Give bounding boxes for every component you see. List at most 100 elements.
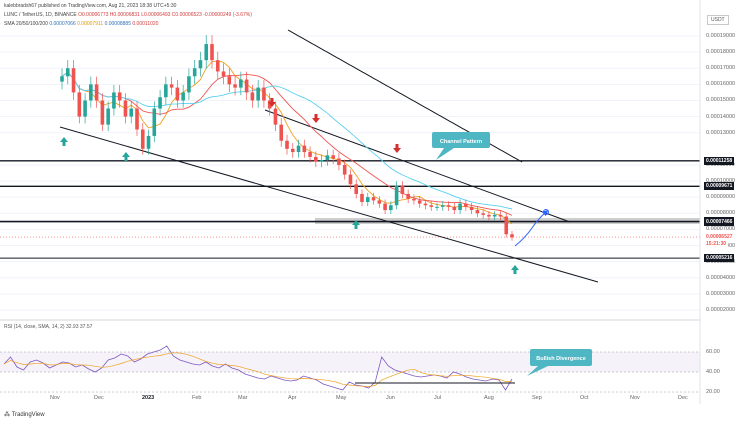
candle-body — [89, 84, 93, 101]
candle-body — [112, 92, 116, 109]
candle-body — [100, 100, 105, 125]
rsi-tick-label: 60.00 — [706, 349, 720, 355]
projection-target-icon — [543, 209, 549, 215]
candle-body — [175, 87, 180, 101]
sma50-value: 0.00007911 — [77, 21, 104, 27]
candle-body — [423, 203, 428, 206]
candle-body — [481, 213, 485, 215]
divergence-callout-text: Bullish Divergence — [536, 356, 586, 362]
candle-body — [233, 84, 237, 88]
candle-body — [244, 79, 249, 93]
candle-body — [273, 108, 278, 125]
candle-body — [348, 174, 353, 185]
candle-body — [158, 97, 162, 109]
candle-body — [83, 100, 87, 117]
candle-body — [65, 68, 70, 77]
candle-body — [290, 148, 295, 153]
price-tag: 0.00006527 — [704, 233, 735, 242]
ohlc-values: O0.00006773 H0.00006831 L0.00006493 C0.0… — [78, 12, 252, 18]
candle-body — [169, 84, 174, 88]
red-down-arrow-icon — [268, 98, 276, 107]
time-tick-label: Dec — [678, 395, 688, 401]
candle-body — [210, 44, 214, 61]
price-tick-label: 0.00004000 — [706, 274, 736, 281]
green-up-arrow-icon — [60, 137, 68, 146]
price-tick-label: 0.00018000 — [706, 49, 736, 56]
candle-body — [319, 160, 324, 162]
time-tick-label: Nov — [50, 395, 60, 401]
green-up-arrow-icon — [122, 152, 130, 161]
time-tick-label: Dec — [94, 395, 104, 401]
price-tick-label: 0.00017000 — [706, 65, 736, 72]
candle-body — [337, 158, 341, 165]
candle-body — [440, 205, 445, 207]
candle-body — [117, 92, 122, 101]
channel-callout-text: Channel Pattern — [440, 139, 483, 145]
rsi-band — [0, 352, 700, 372]
price-tick-label: 0.00014000 — [706, 113, 736, 120]
candle-body — [365, 197, 370, 203]
price-tick-label: 0.00019000 — [706, 33, 736, 39]
logo-icon: ⁂ — [4, 412, 12, 418]
candle-body — [504, 216, 509, 235]
time-tick-label: Aug — [484, 395, 494, 401]
candle-body — [146, 135, 151, 149]
channel-support-line — [59, 126, 599, 283]
candle-body — [152, 108, 157, 136]
tradingview-logo: ⁂ TradingView — [4, 411, 45, 418]
rsi-tick-label: 40.00 — [706, 369, 720, 375]
price-tick-label: 0.00007000 — [706, 226, 736, 233]
candle-body — [308, 152, 312, 157]
price-tick-label: 0.00002000 — [706, 307, 736, 313]
candle-body — [123, 100, 128, 117]
candle-body — [262, 87, 266, 101]
currency-button[interactable]: USDT — [707, 15, 729, 25]
price-tick-label: 0.00010000 — [706, 178, 736, 185]
rsi-sma-line — [3, 352, 512, 387]
candle-body — [394, 185, 399, 206]
candle-body — [452, 206, 457, 211]
candle-body — [469, 206, 474, 211]
candle-body — [435, 206, 439, 208]
candle-body — [325, 155, 330, 161]
candle-body — [106, 108, 110, 125]
price-tag: 15:21:30 — [704, 240, 729, 249]
rsi-legend: RSI (14, close, SMA, 14, 2) 32.93 37.57 — [4, 324, 93, 330]
candle-body — [383, 203, 387, 211]
candle-body — [215, 60, 220, 72]
price-tag: 0.00005216 — [704, 254, 735, 263]
projection-arrow — [514, 210, 549, 247]
candle-body — [279, 124, 284, 141]
time-tick-label: Apr — [288, 395, 297, 401]
candle-body — [417, 200, 422, 204]
candle-body — [406, 193, 410, 199]
candle-body — [256, 87, 260, 101]
time-tick-label: Oct — [580, 395, 589, 401]
price-tag: 0.00007466 — [704, 217, 735, 226]
candle-body — [464, 203, 468, 207]
price-tick-label: 0.00016000 — [706, 81, 736, 88]
symbol-line: LUNC / TetherUS, 1D, BINANCE O0.00006773… — [4, 12, 252, 18]
price-tag: 0.00009671 — [704, 182, 735, 191]
sma-label: SMA 20/50/100/200 — [4, 21, 48, 27]
channel-callout: Channel Pattern — [432, 132, 490, 160]
price-tick-label: 0.00011000 — [706, 161, 735, 168]
candle-body — [77, 92, 82, 117]
candle-body — [227, 76, 232, 85]
divergence-callout: Bullish Divergence — [527, 349, 592, 376]
sma-legend: SMA 20/50/100/200 0.00007066 0.00007911 … — [4, 21, 158, 27]
red-down-arrow-icon — [393, 144, 401, 153]
candle-body — [492, 214, 497, 217]
candle-body — [267, 100, 272, 109]
price-tick-label: 0.00013000 — [706, 129, 736, 136]
rsi-tick-label: 20.00 — [706, 389, 720, 395]
candle-body — [296, 145, 301, 153]
sma100-line — [61, 71, 513, 210]
candle-body — [458, 203, 462, 211]
price-tag: 0.00011258 — [704, 156, 735, 165]
candle-body — [487, 214, 491, 217]
candle-body — [371, 197, 376, 201]
candle-body — [354, 184, 359, 194]
candle-body — [342, 164, 347, 175]
